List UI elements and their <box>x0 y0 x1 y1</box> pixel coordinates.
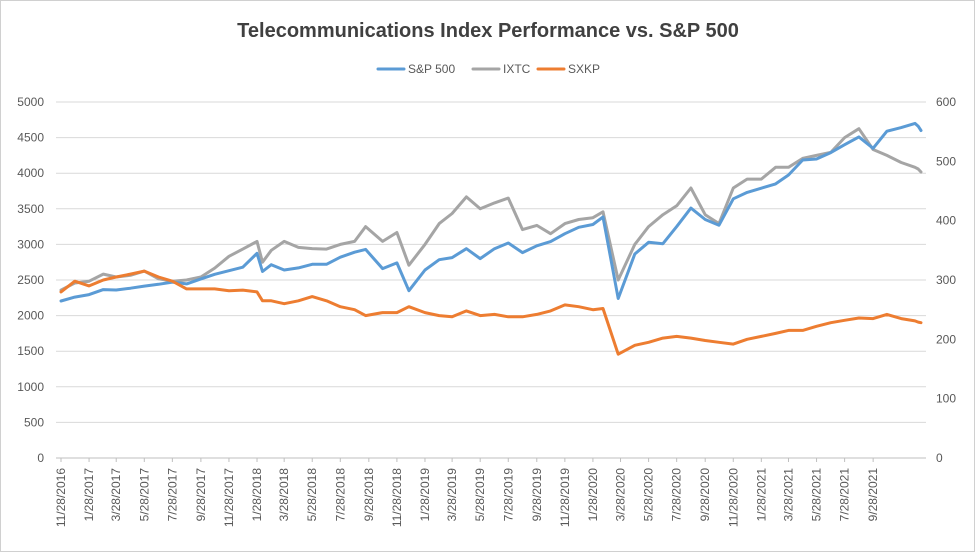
legend: S&P 500 IXTC SXKP <box>376 62 600 76</box>
y-left-tick-label: 1000 <box>17 380 44 394</box>
y-left-tick-label: 3500 <box>17 202 44 216</box>
x-tick-label: 7/28/2017 <box>165 468 179 522</box>
series-line-ixtc <box>59 127 923 292</box>
x-tick-label: 3/28/2019 <box>445 468 459 522</box>
x-tick-label: 1/28/2018 <box>250 468 264 522</box>
y-left-tick-label: 1500 <box>17 344 44 358</box>
x-tick-label: 3/28/2018 <box>277 468 291 522</box>
legend-label: SXKP <box>568 62 600 76</box>
x-tick-label: 3/28/2021 <box>781 468 795 522</box>
x-tick-label: 11/28/2016 <box>54 468 68 527</box>
legend-item: S&P 500 <box>376 62 455 76</box>
y-right-tick-label: 0 <box>936 451 943 465</box>
x-tick-label: 5/28/2021 <box>810 468 824 522</box>
y-right-tick-label: 300 <box>936 273 956 287</box>
legend-label: IXTC <box>503 62 531 76</box>
y-left-tick-label: 2500 <box>17 273 44 287</box>
x-axis: 11/28/2016 1/28/2017 3/28/2017 5/28/2017 7/2… <box>54 458 880 527</box>
x-tick-label: 9/28/2021 <box>866 468 880 522</box>
y-left-tick-label: 4000 <box>17 166 44 180</box>
y-axis-left: 0 500 1000 1500 2000 2500 3000 3500 4000 4500 5000 <box>17 95 44 465</box>
x-tick-label: 9/28/2017 <box>194 468 208 522</box>
plot-lines <box>59 121 923 356</box>
x-tick-label: 5/28/2019 <box>473 468 487 522</box>
y-left-tick-label: 0 <box>37 451 44 465</box>
y-left-tick-label: 3000 <box>17 237 44 251</box>
x-tick-label: 5/28/2020 <box>642 468 656 522</box>
x-tick-label: 11/28/2020 <box>726 468 740 527</box>
y-left-tick-label: 4500 <box>17 131 44 145</box>
x-tick-label: 7/28/2021 <box>838 468 852 522</box>
x-tick-label: 11/28/2018 <box>390 468 404 527</box>
x-tick-label: 1/28/2019 <box>418 468 432 522</box>
legend-item: SXKP <box>536 62 600 76</box>
grid <box>56 101 926 459</box>
series-line-sxkp <box>59 269 923 356</box>
y-right-tick-label: 100 <box>936 392 956 406</box>
x-tick-label: 1/28/2021 <box>754 468 768 522</box>
x-tick-label: 9/28/2018 <box>362 468 376 522</box>
x-tick-label: 7/28/2019 <box>501 468 515 522</box>
y-left-tick-label: 500 <box>24 415 44 429</box>
x-tick-label: 1/28/2020 <box>586 468 600 522</box>
x-tick-label: 3/28/2017 <box>109 468 123 522</box>
x-tick-label: 9/28/2020 <box>698 468 712 522</box>
y-right-tick-label: 400 <box>936 214 956 228</box>
y-right-tick-label: 600 <box>936 95 956 109</box>
series-line-s-p-500 <box>59 121 923 303</box>
y-right-tick-label: 200 <box>936 332 956 346</box>
x-tick-label: 7/28/2018 <box>333 468 347 522</box>
x-tick-label: 5/28/2017 <box>137 468 151 522</box>
chart-title: Telecommunications Index Performance vs.… <box>237 20 739 42</box>
x-tick-label: 7/28/2020 <box>670 468 684 522</box>
x-tick-label: 11/28/2017 <box>222 468 236 527</box>
legend-item: IXTC <box>471 62 531 76</box>
y-left-tick-label: 2000 <box>17 309 44 323</box>
x-tick-label: 5/28/2018 <box>305 468 319 522</box>
x-tick-label: 11/28/2019 <box>558 468 572 527</box>
y-right-tick-label: 500 <box>936 154 956 168</box>
y-axis-right: 0 100 200 300 400 500 600 <box>936 95 956 465</box>
x-tick-label: 1/28/2017 <box>82 468 96 522</box>
legend-label: S&P 500 <box>408 62 455 76</box>
x-tick-label: 9/28/2019 <box>530 468 544 522</box>
y-left-tick-label: 5000 <box>17 95 44 109</box>
x-tick-label: 3/28/2020 <box>614 468 628 522</box>
